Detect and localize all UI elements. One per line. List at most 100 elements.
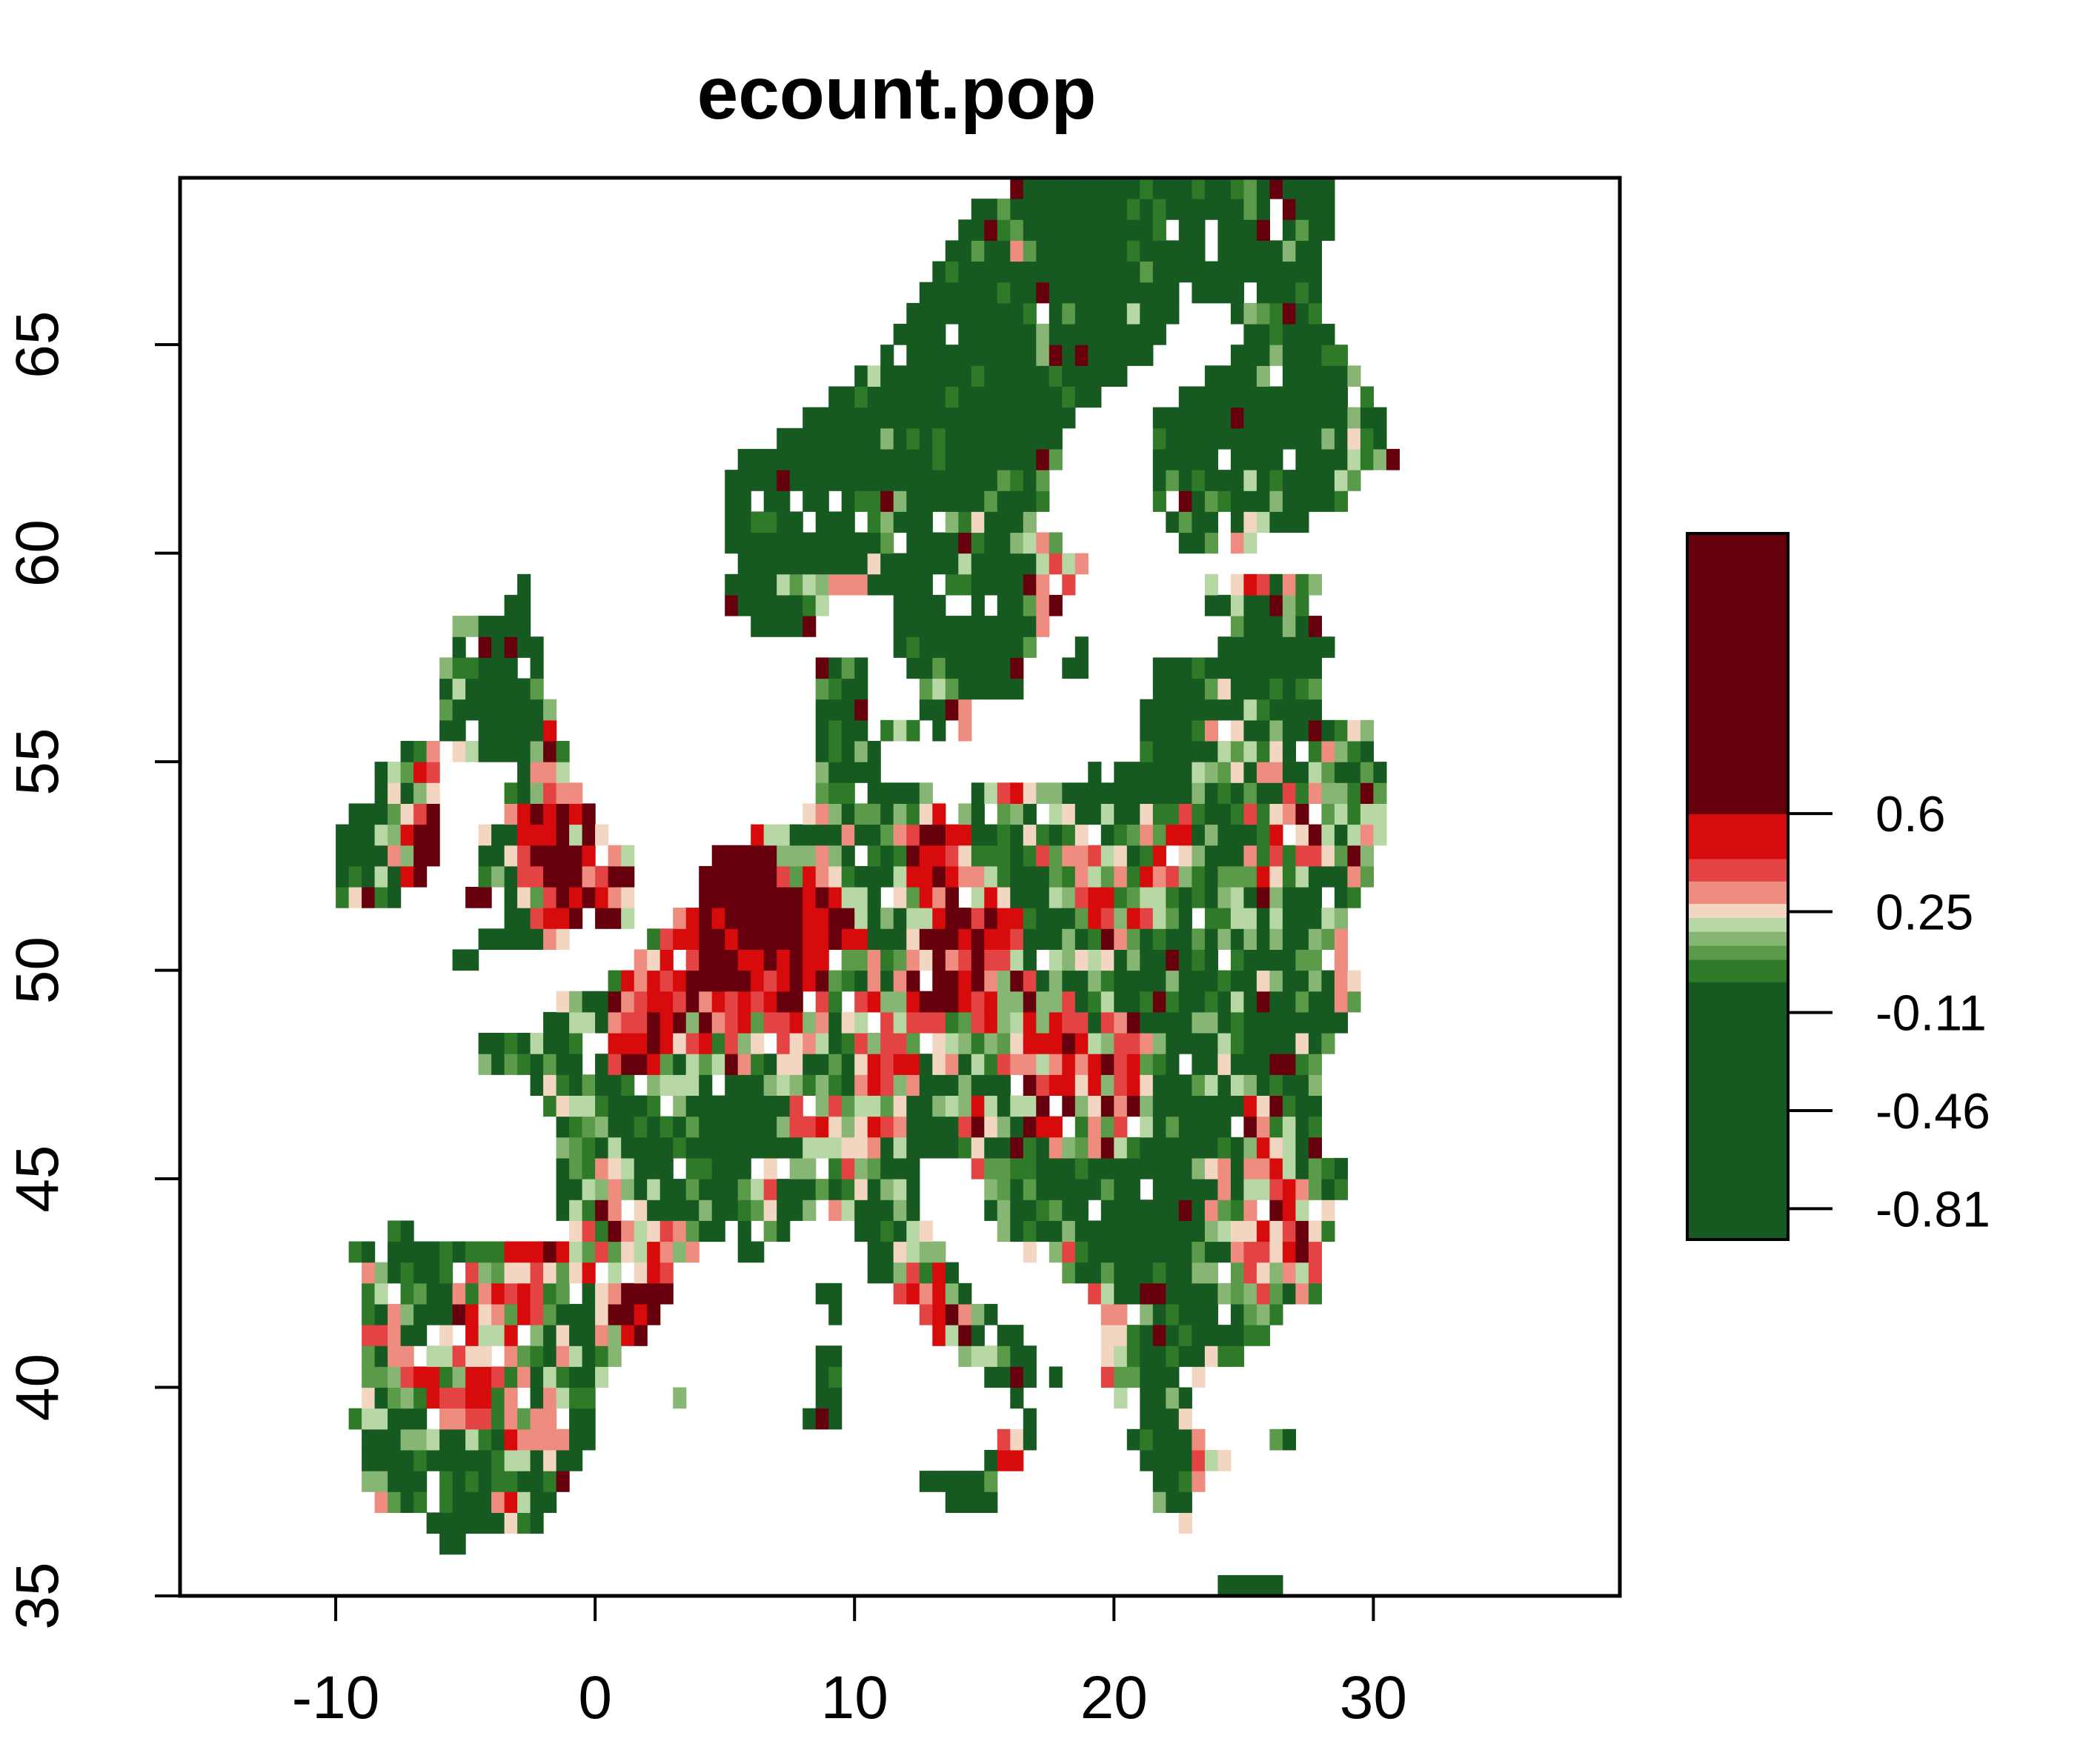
raster-cell bbox=[1256, 470, 1270, 491]
raster-cell bbox=[608, 1179, 622, 1200]
raster-cell bbox=[1269, 240, 1283, 262]
raster-cell bbox=[725, 1200, 739, 1221]
raster-cell bbox=[1192, 1262, 1206, 1284]
raster-cell bbox=[1192, 1366, 1206, 1388]
raster-cell bbox=[1049, 928, 1063, 950]
raster-cell bbox=[1088, 1095, 1102, 1117]
raster-cell bbox=[945, 1095, 959, 1117]
raster-cell bbox=[1295, 1157, 1309, 1180]
raster-cell bbox=[984, 1345, 998, 1367]
raster-cell bbox=[763, 553, 777, 575]
raster-cell bbox=[608, 1011, 622, 1034]
raster-cell bbox=[1166, 1262, 1180, 1284]
raster-cell bbox=[997, 1200, 1011, 1221]
raster-cell bbox=[777, 1137, 791, 1159]
raster-cell bbox=[919, 1262, 933, 1284]
raster-cell bbox=[1243, 532, 1257, 554]
raster-cell bbox=[958, 803, 972, 825]
raster-cell bbox=[1010, 782, 1024, 804]
raster-cell bbox=[1036, 1054, 1050, 1075]
raster-cell bbox=[1036, 386, 1050, 408]
raster-cell bbox=[1243, 616, 1257, 637]
raster-cell bbox=[1100, 1054, 1114, 1075]
raster-cell bbox=[1204, 1179, 1218, 1200]
raster-cell bbox=[763, 1011, 777, 1034]
raster-cell bbox=[1295, 845, 1309, 867]
raster-cell bbox=[556, 1428, 570, 1451]
raster-cell bbox=[1230, 616, 1244, 637]
raster-cell bbox=[945, 970, 959, 992]
raster-cell bbox=[426, 803, 440, 825]
raster-cell bbox=[1204, 573, 1218, 596]
raster-cell bbox=[906, 1011, 920, 1034]
raster-cell bbox=[958, 573, 972, 596]
y-tick-label: 50 bbox=[4, 936, 71, 1004]
raster-cell bbox=[400, 1282, 414, 1305]
raster-cell bbox=[984, 407, 998, 429]
raster-cell bbox=[1074, 282, 1089, 304]
raster-cell bbox=[971, 532, 985, 554]
raster-cell bbox=[478, 1303, 492, 1325]
raster-cell bbox=[1256, 199, 1270, 220]
raster-cell bbox=[867, 407, 881, 429]
raster-cell bbox=[673, 1241, 687, 1263]
raster-cell bbox=[958, 1054, 972, 1075]
raster-cell bbox=[530, 845, 544, 867]
raster-cell bbox=[1256, 573, 1270, 596]
raster-cell bbox=[1295, 490, 1309, 512]
raster-cell bbox=[1062, 282, 1076, 304]
raster-cell bbox=[1321, 407, 1335, 429]
raster-cell bbox=[1140, 1054, 1154, 1075]
raster-cell bbox=[374, 824, 388, 846]
raster-cell bbox=[1321, 908, 1335, 929]
raster-cell bbox=[1166, 782, 1180, 804]
raster-cell bbox=[1308, 908, 1322, 929]
raster-cell bbox=[815, 511, 829, 533]
raster-cell bbox=[1140, 803, 1154, 825]
raster-cell bbox=[1178, 1095, 1192, 1117]
raster-cell bbox=[556, 991, 570, 1013]
raster-cell bbox=[945, 616, 959, 637]
raster-cell bbox=[491, 741, 505, 762]
raster-cell bbox=[919, 553, 933, 575]
raster-cell bbox=[815, 1366, 829, 1388]
raster-cell bbox=[1062, 1074, 1076, 1096]
raster-cell bbox=[1308, 782, 1322, 804]
raster-cell bbox=[673, 1116, 687, 1138]
raster-cell bbox=[1010, 678, 1024, 700]
raster-cell bbox=[984, 1471, 998, 1492]
raster-cell bbox=[1178, 1241, 1192, 1263]
raster-cell bbox=[958, 345, 972, 366]
raster-cell bbox=[880, 1179, 894, 1200]
raster-cell bbox=[1295, 1011, 1309, 1034]
raster-cell bbox=[1023, 594, 1037, 616]
raster-cell bbox=[997, 282, 1011, 304]
raster-cell bbox=[1126, 865, 1140, 888]
raster-cell bbox=[1334, 865, 1348, 888]
raster-cell bbox=[1243, 345, 1257, 366]
raster-cell bbox=[426, 824, 440, 846]
raster-cell bbox=[530, 824, 544, 846]
raster-cell bbox=[1282, 616, 1296, 637]
raster-cell bbox=[1256, 1262, 1270, 1284]
raster-cell bbox=[997, 302, 1011, 325]
raster-cell bbox=[1321, 970, 1335, 992]
raster-cell bbox=[958, 1137, 972, 1159]
raster-cell bbox=[1088, 261, 1102, 283]
raster-cell bbox=[556, 908, 570, 929]
raster-cell bbox=[958, 511, 972, 533]
raster-cell bbox=[569, 1241, 583, 1263]
raster-cell bbox=[1230, 678, 1244, 700]
raster-cell bbox=[1204, 762, 1218, 783]
raster-cell bbox=[388, 1387, 402, 1409]
raster-cell bbox=[803, 427, 817, 450]
raster-cell bbox=[984, 1054, 998, 1075]
raster-cell bbox=[1308, 887, 1322, 908]
raster-cell bbox=[1140, 1011, 1154, 1034]
raster-cell bbox=[777, 470, 791, 491]
raster-cell bbox=[1295, 1033, 1309, 1054]
raster-cell bbox=[647, 1054, 661, 1075]
raster-cell bbox=[725, 865, 739, 888]
raster-cell bbox=[906, 616, 920, 637]
raster-cell bbox=[763, 1054, 777, 1075]
